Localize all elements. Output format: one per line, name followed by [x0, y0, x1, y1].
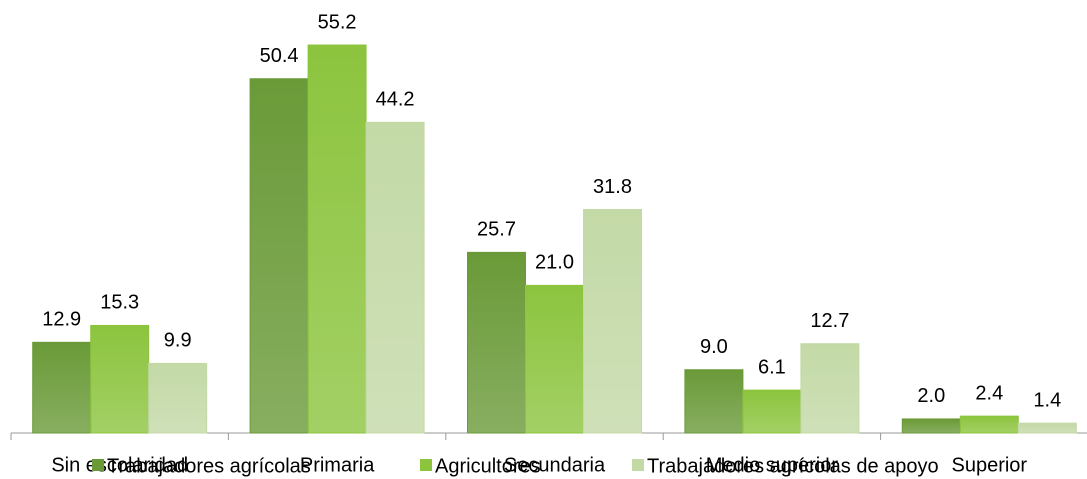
- legend-label: Trabajadores agrícolas: [107, 455, 311, 477]
- data-label: 1.4: [1033, 389, 1061, 411]
- legend-swatch: [632, 459, 644, 471]
- bar: [959, 415, 1019, 434]
- bar: [365, 121, 425, 434]
- bar: [307, 44, 367, 434]
- data-label: 50.4: [260, 45, 299, 67]
- data-label: 44.2: [376, 89, 415, 111]
- bar: [583, 208, 642, 434]
- data-label: 12.7: [810, 310, 849, 332]
- data-label: 2.0: [917, 385, 945, 407]
- x-tick-label: Primaria: [300, 454, 375, 476]
- data-label: 55.2: [318, 11, 357, 33]
- legend-label: Agricultores: [435, 455, 541, 477]
- bar: [1017, 422, 1077, 434]
- x-tick-label: Medio superior: [706, 454, 839, 476]
- x-tick-label: Superior: [951, 454, 1027, 476]
- bar: [90, 324, 150, 434]
- legend-label: Trabajadores agrícolas de apoyo: [647, 455, 939, 477]
- x-tick-label: Secundaria: [504, 454, 606, 476]
- bar: [742, 389, 802, 434]
- legend-swatch: [92, 459, 104, 471]
- data-label: 9.0: [700, 336, 728, 358]
- bar: [249, 78, 309, 434]
- bar: [525, 284, 584, 434]
- data-label: 15.3: [100, 292, 139, 314]
- bar: [467, 251, 526, 434]
- data-label: 25.7: [477, 219, 516, 241]
- bar: [148, 362, 208, 434]
- bar: [684, 369, 744, 434]
- data-label: 21.0: [535, 252, 574, 274]
- bar: [800, 343, 860, 434]
- data-label: 2.4: [975, 382, 1003, 404]
- data-label: 9.9: [164, 330, 192, 352]
- data-label: 31.8: [593, 176, 632, 198]
- legend-swatch: [420, 459, 432, 471]
- bar: [901, 418, 961, 434]
- data-label: 6.1: [758, 356, 786, 378]
- x-tick-label: Sin escolaridad: [51, 454, 188, 476]
- data-label: 12.9: [42, 309, 81, 331]
- bar: [32, 341, 92, 434]
